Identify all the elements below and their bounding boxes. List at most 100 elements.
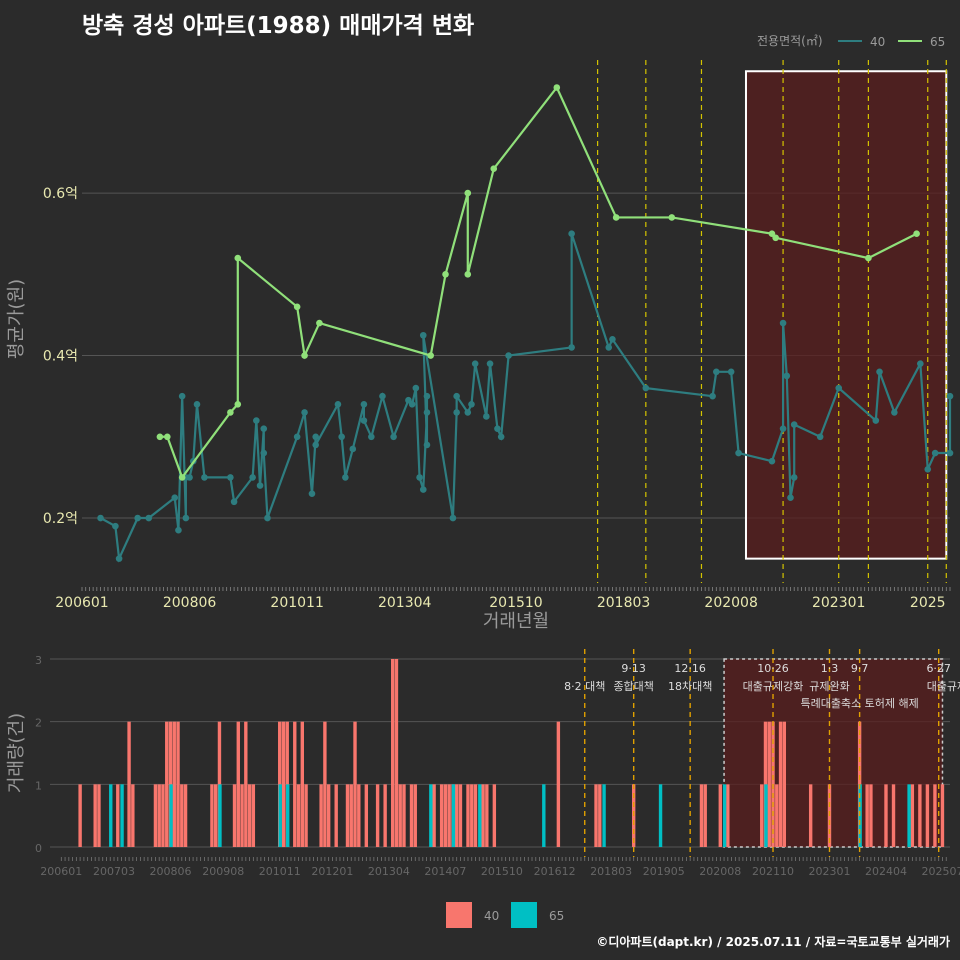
x-tick-label: 200601 [55, 595, 108, 611]
page-title: 방축 경성 아파트(1988) 매매가격 변화 [82, 13, 475, 39]
data-point-40 [816, 433, 824, 441]
volume-bar-65 [278, 784, 282, 847]
volume-bar-40 [869, 784, 873, 847]
data-point-65 [865, 254, 872, 262]
data-point-40 [931, 449, 939, 457]
highlight-box [744, 70, 948, 560]
price-line-chart: 200601 200806 201011 201304 201510 201803 2020… [6, 34, 954, 632]
volume-bar-40 [458, 784, 463, 847]
data-point-40 [249, 474, 256, 481]
volume-bar-40 [357, 784, 361, 847]
policy-label-date: 6·27 [926, 662, 951, 675]
volume-bar-40 [296, 784, 301, 847]
data-point-40 [264, 514, 271, 522]
data-point-40 [201, 474, 208, 481]
volume-bar-40 [760, 784, 764, 847]
volume-bar-40 [213, 784, 218, 847]
x-tick-label: 202301 [808, 865, 850, 878]
data-point-40 [182, 514, 190, 522]
volume-bar-40 [865, 784, 869, 847]
volume-bar-40 [180, 784, 184, 847]
credit-text: ©디아파트(dapt.kr) / 2025.07.11 / 자료=국토교통부 실… [596, 935, 950, 949]
volume-policy-lines: 8·2 대책 9·13 종합대책 12·16 18차대책 10·26 대출규제강화 1·3 규제… [564, 649, 960, 857]
price-series [97, 84, 954, 563]
data-point-65 [301, 352, 308, 359]
data-point-40 [230, 498, 238, 506]
data-point-40 [419, 331, 427, 339]
volume-bar-40 [131, 784, 135, 847]
data-point-40 [505, 352, 512, 359]
volume-bar-40 [492, 784, 497, 847]
legend-label-65: 65 [930, 35, 945, 49]
policy-label-name: 특례대출축소 토허제 해제 [800, 696, 918, 710]
x-axis-title: 거래년월 [483, 611, 549, 632]
volume-bar-40 [432, 784, 436, 847]
volume-bar-40 [304, 784, 308, 847]
volume-bar-40 [232, 784, 237, 847]
x-tick-label: 202008 [699, 865, 741, 878]
volume-bar-40 [345, 784, 350, 847]
data-point-40 [293, 433, 301, 441]
x-tick-label: 201612 [534, 865, 576, 878]
volume-bar-40 [771, 721, 775, 847]
data-point-40 [390, 433, 397, 441]
data-point-40 [423, 409, 431, 416]
volume-bar-40 [97, 784, 101, 847]
data-point-40 [946, 392, 954, 400]
volume-bar-40 [349, 784, 353, 847]
volume-bar-40 [78, 784, 82, 847]
volume-bar-40 [285, 721, 289, 847]
volume-bars [78, 659, 945, 847]
volume-bar-40 [323, 721, 327, 847]
volume-bar-40 [485, 784, 489, 847]
volume-bar-40 [409, 784, 414, 847]
legend-swatch-65 [511, 902, 537, 928]
y-tick-label: 0 [35, 842, 42, 855]
volume-bar-40 [857, 721, 862, 847]
data-point-40 [709, 392, 716, 400]
volume-grid [50, 658, 950, 848]
legend-label-40: 40 [484, 909, 499, 923]
data-point-40 [946, 449, 954, 457]
volume-bar-40 [451, 784, 455, 847]
volume-bar-40 [910, 784, 915, 847]
policy-label-name: 8·2 대책 [564, 680, 605, 693]
x-tick-label: 202507 [921, 865, 960, 878]
y-tick-label: 0.4억 [43, 349, 78, 365]
volume-bar-40 [236, 721, 240, 847]
volume-bar-65 [451, 784, 456, 847]
legend-label-65: 65 [549, 909, 564, 923]
data-point-40 [227, 474, 234, 481]
x-tick-label: 201803 [590, 865, 632, 878]
data-point-40 [260, 449, 268, 457]
volume-bar-40 [402, 784, 406, 847]
data-point-40 [790, 474, 798, 481]
x-tick-label: 201510 [489, 595, 542, 611]
volume-highlight-box [723, 658, 944, 848]
volume-bar-40 [394, 659, 399, 847]
volume-bar-40 [364, 784, 369, 847]
data-point-40 [891, 409, 898, 416]
data-point-40 [193, 400, 201, 408]
data-point-40 [483, 413, 490, 420]
data-point-40 [360, 400, 368, 408]
x-tick-label: 201905 [643, 865, 685, 878]
y-tick-label: 1 [35, 779, 42, 792]
data-point-40 [787, 494, 794, 502]
data-point-40 [497, 433, 505, 441]
data-point-40 [779, 425, 787, 432]
volume-bar-40 [470, 784, 474, 847]
volume-bar-65 [858, 784, 862, 847]
volume-bar-40 [884, 784, 888, 847]
data-point-40 [464, 409, 472, 416]
data-point-40 [134, 514, 141, 522]
volume-bar-40 [481, 784, 485, 847]
data-point-40 [423, 392, 431, 400]
data-point-40 [112, 522, 119, 530]
volume-bar-65 [169, 784, 173, 847]
data-point-40 [256, 482, 264, 489]
volume-bar-40 [165, 721, 169, 847]
volume-bar-40 [240, 784, 244, 847]
y-tick-label: 0.2억 [43, 511, 78, 527]
price-legend[interactable]: 전용면적(㎡) 40 65 [757, 34, 945, 49]
